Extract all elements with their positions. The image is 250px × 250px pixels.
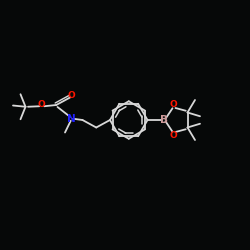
Text: O: O xyxy=(38,100,46,109)
Text: N: N xyxy=(67,114,76,124)
Text: B: B xyxy=(160,115,168,125)
Text: O: O xyxy=(170,100,178,110)
Text: O: O xyxy=(67,92,75,100)
Text: O: O xyxy=(170,130,178,140)
